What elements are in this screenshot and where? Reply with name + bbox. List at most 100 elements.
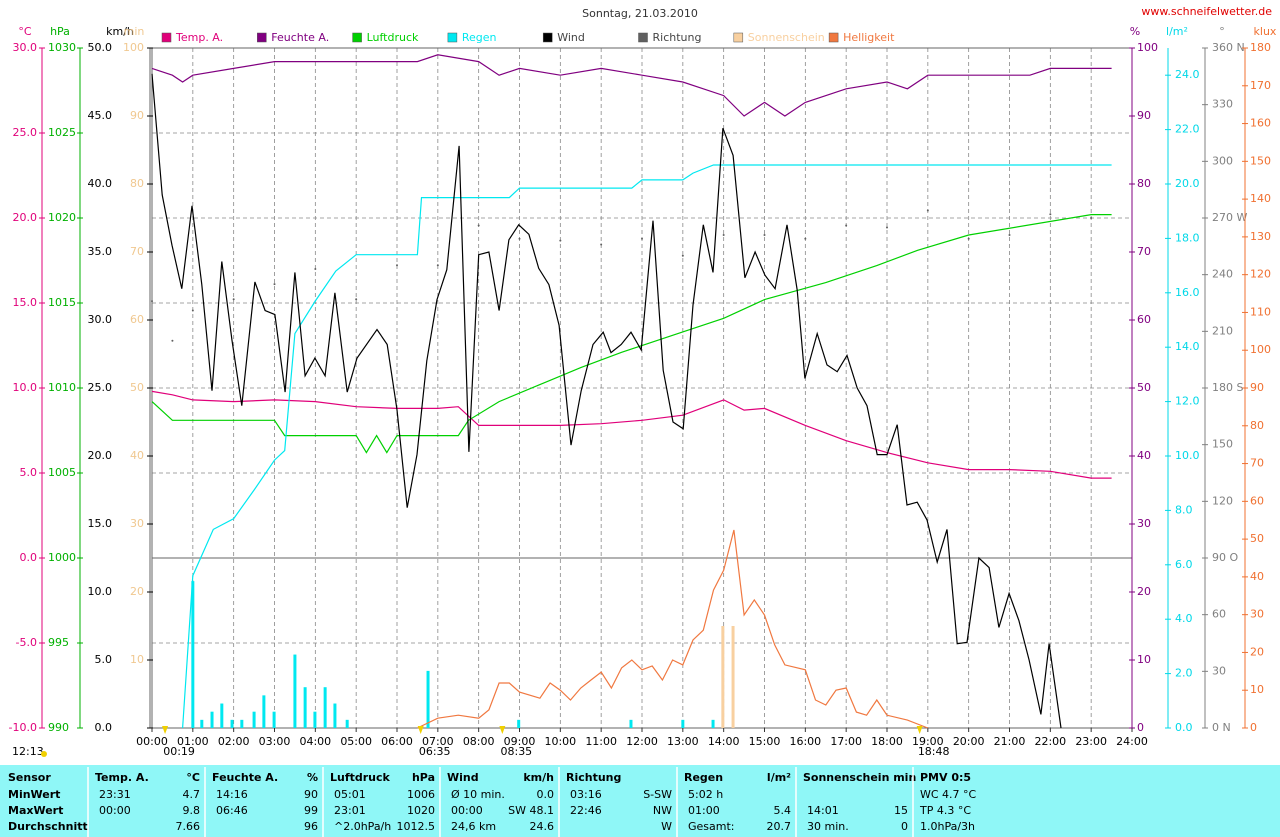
direction-dot [273, 283, 276, 286]
y-tick-label: 360 N [1212, 41, 1245, 54]
legend-label: Feuchte A. [271, 31, 329, 44]
marker-label: 18:48 [918, 745, 950, 758]
y-tick-label: 140 [1250, 192, 1271, 205]
y-tick-label: 995 [48, 636, 69, 649]
marker-icon [499, 726, 506, 734]
rain-bar [220, 703, 224, 728]
marker-icon [916, 726, 923, 734]
y-tick-label: 1020 [48, 211, 76, 224]
y-tick-label: 0 N [1212, 721, 1231, 734]
column-header: Sonnenschein min [803, 771, 916, 784]
direction-dot [477, 224, 480, 227]
y-tick-label: 70 [1137, 245, 1151, 258]
rain-bar [191, 581, 195, 728]
y-tick-label: 990 [48, 721, 69, 734]
y-tick-label: 180 [1250, 41, 1271, 54]
rain-bar [200, 719, 204, 728]
series-line [151, 214, 1112, 454]
x-tick-label: 10:00 [544, 735, 576, 748]
column-unit: °C [186, 771, 200, 784]
y-tick-label: 24.0 [1175, 68, 1200, 81]
y-tick-label: 8.0 [1175, 503, 1193, 516]
table-cell: 1006 [407, 788, 435, 801]
y-tick-label: 240 [1212, 268, 1233, 281]
direction-dot [845, 224, 848, 227]
axis-unit: km/h [106, 25, 134, 38]
table-cell: TP 4.3 °C [919, 804, 971, 817]
direction-dot [967, 237, 970, 240]
axis-unit: °C [18, 25, 32, 38]
y-tick-label: 100 [123, 41, 144, 54]
y-tick-label: 90 [130, 109, 144, 122]
legend-label: Sonnenschein [748, 31, 825, 44]
y-tick-label: 70 [130, 245, 144, 258]
table-cell: 15 [894, 804, 908, 817]
y-tick-label: 18.0 [1175, 231, 1200, 244]
y-tick-label: 20 [130, 585, 144, 598]
y-tick-label: 1025 [48, 126, 76, 139]
table-cell: 22:46 [570, 804, 602, 817]
sun-bar [721, 626, 725, 728]
rain-bar [711, 719, 715, 728]
legend-swatch [638, 32, 648, 43]
table-cell: 0 [901, 820, 908, 833]
y-tick-label: 50 [130, 381, 144, 394]
y-tick-label: 150 [1212, 438, 1233, 451]
series-line [151, 73, 1062, 729]
legend-label: Helligkeit [843, 31, 895, 44]
table-cell: 7.66 [176, 820, 201, 833]
table-cell: 1012.5 [397, 820, 436, 833]
x-tick-label: 17:00 [830, 735, 862, 748]
y-tick-label: 90 [1250, 381, 1264, 394]
column-unit: % [307, 771, 318, 784]
rain-bar [293, 654, 297, 728]
y-tick-label: 15.0 [88, 517, 113, 530]
y-tick-label: 100 [1137, 41, 1158, 54]
y-tick-label: 0.0 [95, 721, 113, 734]
table-cell: ^2.0hPa/h [334, 820, 391, 833]
column-header: PMV 0:5 [920, 771, 971, 784]
sun-bar [731, 626, 735, 728]
direction-dot [1090, 217, 1093, 219]
column-header: Regen [684, 771, 723, 784]
marker-icon [162, 726, 169, 734]
series-line [417, 529, 929, 729]
direction-dot [518, 237, 521, 240]
table-cell: 99 [304, 804, 318, 817]
legend-swatch [733, 32, 744, 43]
column-header: Feuchte A. [212, 771, 278, 784]
rain-bar [517, 719, 521, 728]
table-cell: W [661, 820, 672, 833]
y-tick-label: 60 [130, 313, 144, 326]
rain-bar [629, 719, 633, 728]
x-tick-label: 05:00 [340, 735, 372, 748]
sun-icon [41, 751, 47, 757]
rain-bar [272, 711, 276, 728]
x-tick-label: 14:00 [708, 735, 740, 748]
legend-swatch [542, 32, 553, 43]
rain-bar [252, 711, 256, 728]
table-cell: 5.4 [774, 804, 792, 817]
axis-unit: hPa [50, 25, 70, 38]
direction-dot [641, 237, 643, 240]
table-cell: WC 4.7 °C [920, 788, 977, 801]
y-tick-label: 300 [1212, 154, 1233, 167]
y-tick-label: 170 [1250, 79, 1271, 92]
column-unit: km/h [523, 771, 554, 784]
y-tick-label: 60 [1250, 494, 1264, 507]
table-cell: 4.7 [183, 788, 201, 801]
series-line [151, 54, 1112, 117]
rain-bar [230, 719, 234, 728]
marker-label: 00:19 [163, 745, 195, 758]
axis-unit: klux [1254, 25, 1277, 38]
rain-bar [303, 687, 307, 728]
rain-bar [240, 719, 244, 728]
direction-dot [436, 264, 439, 267]
plot-background [0, 0, 1280, 765]
table-cell: 24.6 [530, 820, 555, 833]
y-tick-label: 10.0 [88, 585, 113, 598]
y-tick-label: 1010 [48, 381, 76, 394]
table-cell: MinWert [8, 788, 60, 801]
y-tick-label: 90 O [1212, 551, 1238, 564]
